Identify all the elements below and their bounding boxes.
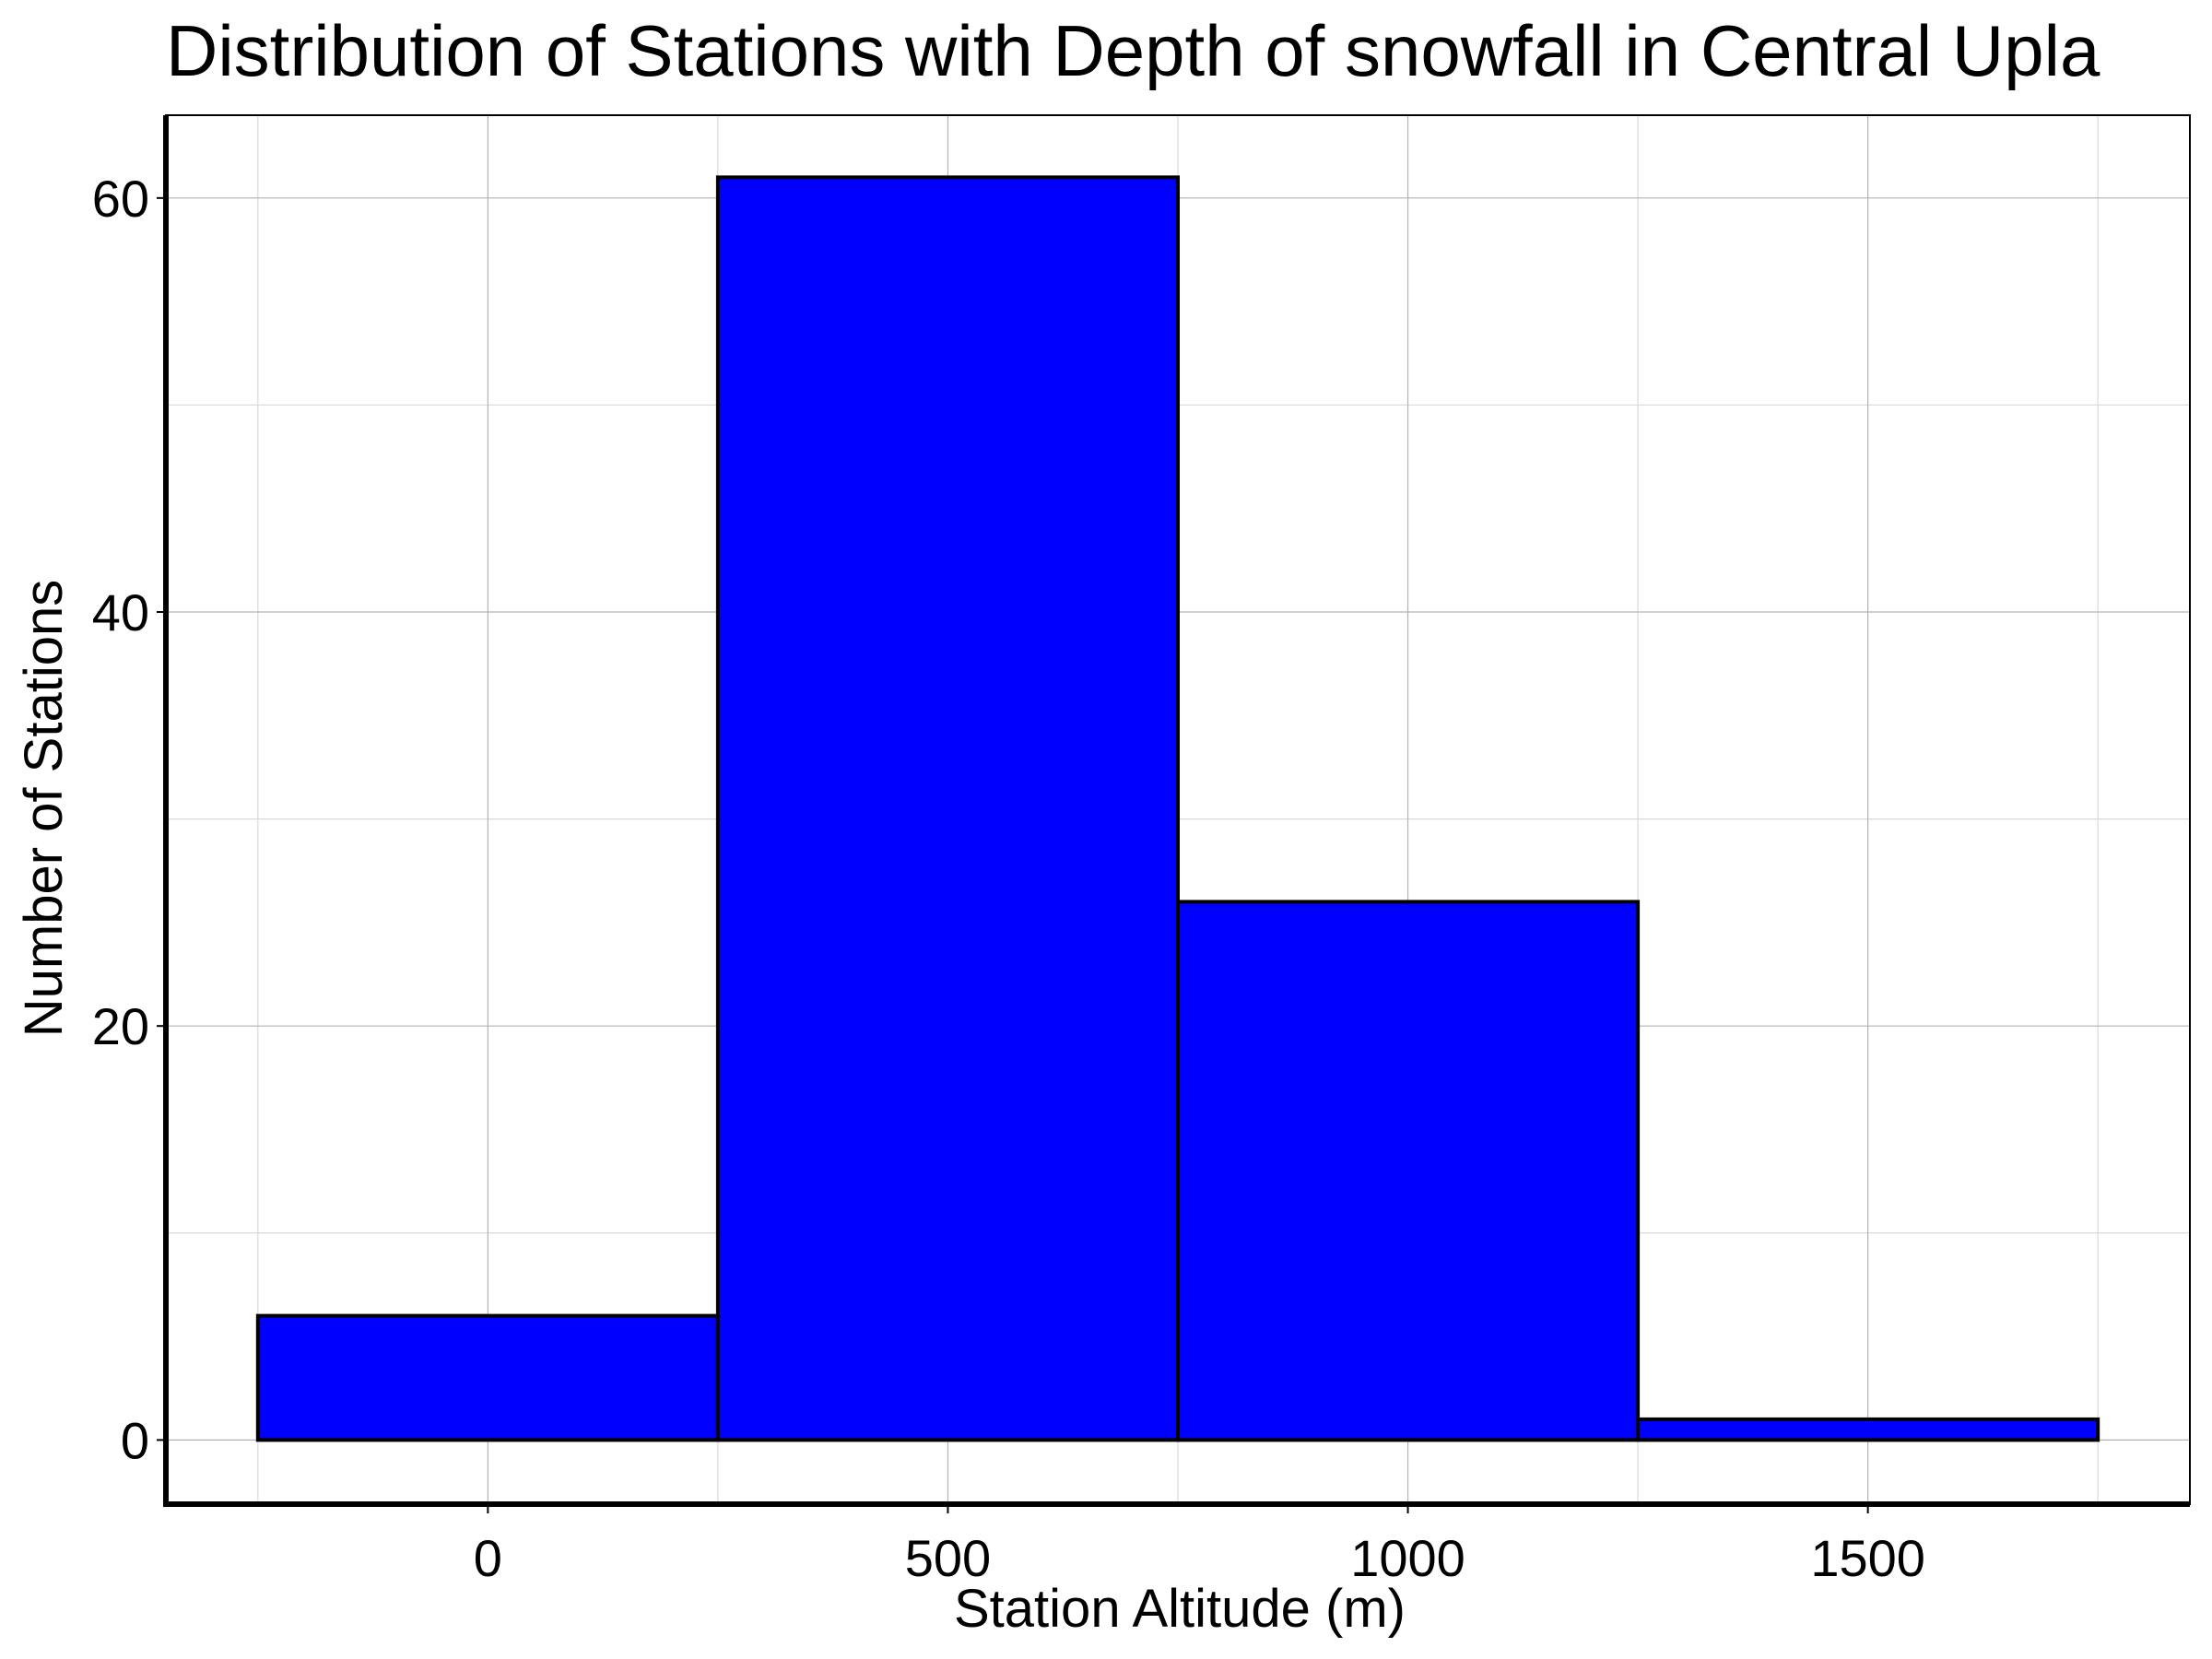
chart-title: Distribution of Stations with Depth of s… — [166, 10, 2100, 91]
y-tick-label-1: 20 — [92, 997, 149, 1055]
x-tick-label-3: 1500 — [1810, 1529, 1925, 1587]
histogram-bar-1 — [715, 175, 1181, 1442]
histogram-bar-2 — [1176, 900, 1641, 1442]
x-tick-label-2: 1000 — [1350, 1529, 1465, 1587]
y-tick-label-2: 40 — [92, 583, 149, 641]
axis-ticks: 0 500 1000 1500 0 20 40 60 — [92, 170, 1925, 1587]
y-tick-label-0: 0 — [121, 1411, 149, 1469]
x-tick-label-1: 500 — [905, 1529, 991, 1587]
x-tick-label-0: 0 — [474, 1529, 502, 1587]
histogram-bar-0 — [255, 1313, 720, 1442]
y-tick-label-3: 60 — [92, 170, 149, 228]
x-axis-label: Station Altitude (m) — [954, 1579, 1406, 1639]
y-axis-label: Number of Stations — [14, 580, 74, 1037]
histogram-bar-3 — [1636, 1417, 2100, 1442]
histogram-bars — [255, 175, 2100, 1442]
